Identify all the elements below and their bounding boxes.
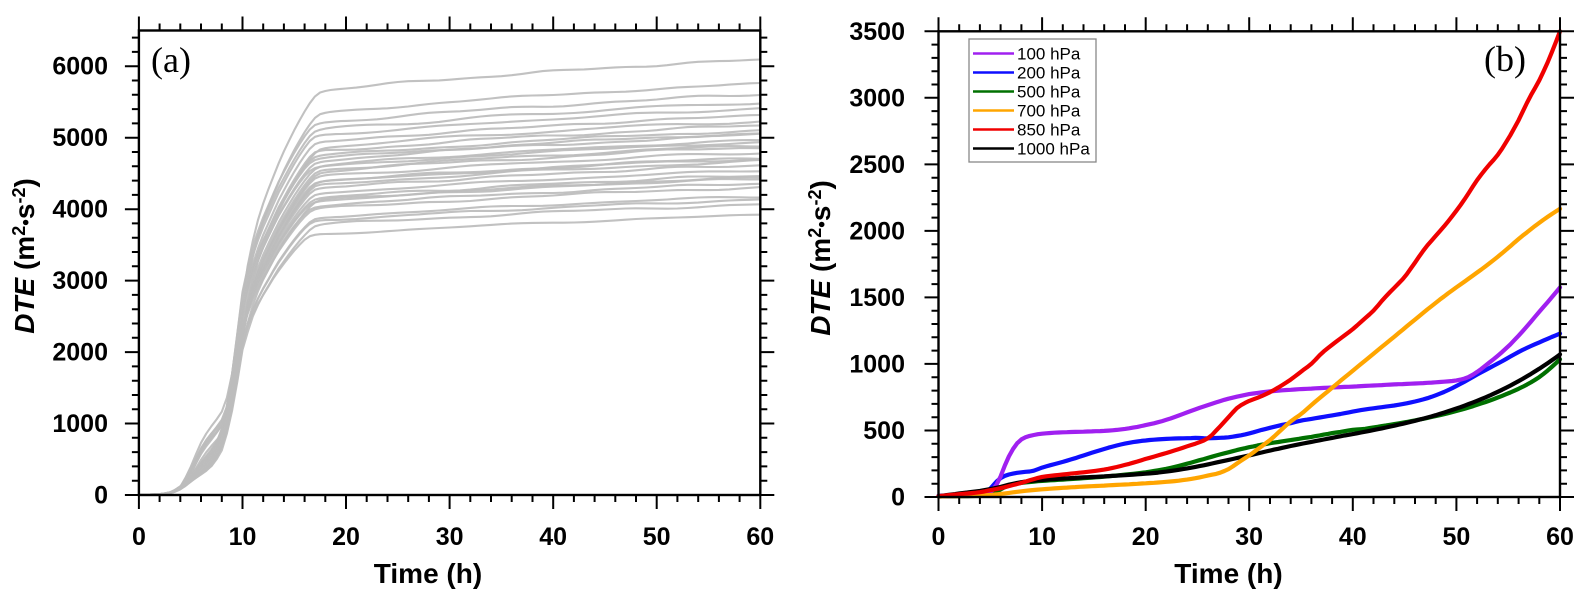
svg-text:700 hPa: 700 hPa bbox=[1017, 102, 1081, 121]
svg-text:850 hPa: 850 hPa bbox=[1017, 121, 1081, 140]
svg-text:3000: 3000 bbox=[52, 267, 108, 295]
svg-text:1000: 1000 bbox=[849, 350, 905, 378]
svg-text:40: 40 bbox=[539, 523, 567, 551]
svg-text:50: 50 bbox=[1442, 523, 1470, 551]
svg-text:20: 20 bbox=[1132, 523, 1160, 551]
svg-text:2500: 2500 bbox=[849, 151, 905, 179]
svg-text:40: 40 bbox=[1339, 523, 1367, 551]
svg-text:(b): (b) bbox=[1484, 39, 1526, 79]
svg-text:1000 hPa: 1000 hPa bbox=[1017, 140, 1090, 159]
svg-text:2000: 2000 bbox=[52, 339, 108, 367]
svg-text:3000: 3000 bbox=[849, 84, 905, 112]
svg-text:30: 30 bbox=[436, 523, 464, 551]
svg-text:5000: 5000 bbox=[52, 124, 108, 152]
svg-text:30: 30 bbox=[1235, 523, 1263, 551]
svg-text:100 hPa: 100 hPa bbox=[1017, 45, 1081, 64]
svg-text:500: 500 bbox=[863, 417, 905, 445]
svg-text:6000: 6000 bbox=[52, 53, 108, 81]
svg-text:10: 10 bbox=[1028, 523, 1056, 551]
svg-text:DTE (m2•s-2): DTE (m2•s-2) bbox=[9, 178, 40, 334]
svg-text:20: 20 bbox=[332, 523, 360, 551]
svg-text:500 hPa: 500 hPa bbox=[1017, 83, 1081, 102]
svg-text:1000: 1000 bbox=[52, 410, 108, 438]
svg-text:1500: 1500 bbox=[849, 284, 905, 312]
svg-text:Time (h): Time (h) bbox=[374, 558, 482, 589]
svg-text:4000: 4000 bbox=[52, 196, 108, 224]
svg-text:0: 0 bbox=[932, 523, 946, 551]
svg-text:3500: 3500 bbox=[849, 18, 905, 46]
svg-text:50: 50 bbox=[643, 523, 671, 551]
svg-text:0: 0 bbox=[94, 482, 108, 510]
svg-text:2000: 2000 bbox=[849, 217, 905, 245]
svg-text:DTE (m2•s-2): DTE (m2•s-2) bbox=[805, 180, 836, 336]
svg-text:10: 10 bbox=[229, 523, 257, 551]
svg-text:60: 60 bbox=[746, 523, 774, 551]
svg-text:Time (h): Time (h) bbox=[1174, 558, 1282, 589]
svg-text:200 hPa: 200 hPa bbox=[1017, 64, 1081, 83]
svg-text:0: 0 bbox=[132, 523, 146, 551]
svg-text:60: 60 bbox=[1546, 523, 1574, 551]
svg-text:(a): (a) bbox=[151, 40, 191, 80]
svg-text:0: 0 bbox=[891, 484, 905, 512]
